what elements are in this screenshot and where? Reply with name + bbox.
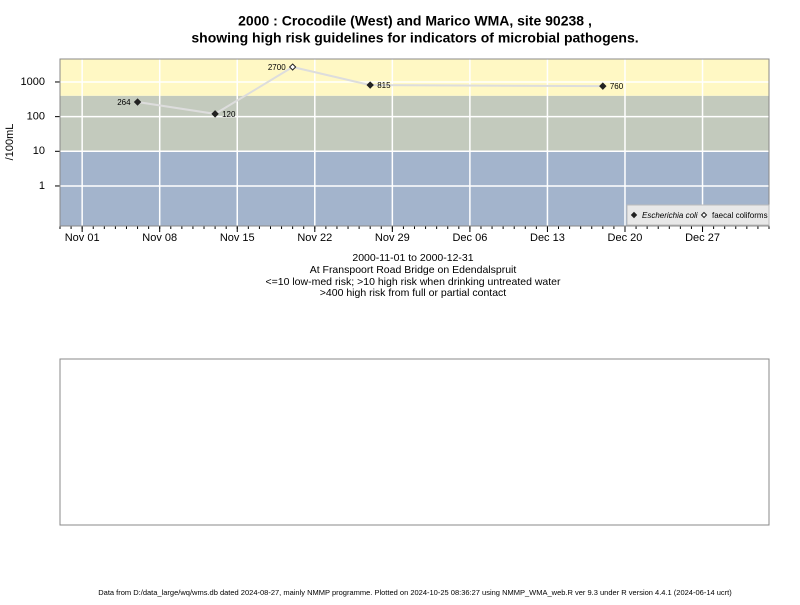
- chart-title: showing high risk guidelines for indicat…: [191, 30, 638, 46]
- y-tick-label: 100: [27, 111, 45, 123]
- data-label: 760: [610, 82, 624, 91]
- footer: Data from D:/data_large/wq/wms.db dated …: [98, 588, 732, 597]
- y-tick-label: 10: [33, 145, 45, 157]
- data-label: 120: [222, 110, 236, 119]
- subtitle: >400 high risk from full or partial cont…: [320, 287, 507, 299]
- data-label: 264: [117, 98, 131, 107]
- y-tick-label: 1000: [21, 76, 45, 88]
- data-point: [599, 82, 607, 90]
- x-tick-label: Dec 13: [530, 232, 565, 244]
- data-point: [133, 98, 142, 106]
- subtitle: 2000-11-01 to 2000-12-31: [352, 252, 473, 264]
- x-tick-label: Dec 06: [452, 232, 487, 244]
- data-point: [211, 110, 219, 118]
- x-tick-label: Dec 20: [608, 232, 643, 244]
- data-point: [288, 63, 297, 71]
- y-axis-label: /100mL: [4, 124, 16, 161]
- legend-marker: [700, 211, 708, 219]
- data-label: 815: [377, 81, 391, 90]
- x-tick-label: Nov 22: [297, 232, 332, 244]
- risk-band: [60, 95, 769, 152]
- x-tick-label: Nov 29: [375, 232, 410, 244]
- data-point: [366, 81, 374, 89]
- subtitle: At Franspoort Road Bridge on Edendalspru…: [310, 264, 517, 276]
- data-label: 2700: [268, 63, 286, 72]
- y-tick-label: 1: [39, 180, 45, 192]
- x-tick-label: Nov 01: [65, 232, 100, 244]
- chart-title: 2000 : Crocodile (West) and Marico WMA, …: [238, 13, 592, 29]
- x-tick-label: Dec 27: [685, 232, 720, 244]
- x-tick-label: Nov 15: [220, 232, 255, 244]
- legend-marker: [630, 211, 638, 219]
- plot-frame: [59, 58, 770, 227]
- x-tick-label: Nov 08: [142, 232, 177, 244]
- legend-label: Escherichia coli: [642, 211, 698, 220]
- empty-panel: [59, 358, 770, 526]
- legend-label: faecal coliforms: [712, 211, 768, 220]
- subtitle: <=10 low-med risk; >10 high risk when dr…: [265, 276, 561, 288]
- risk-band: [60, 59, 769, 96]
- legend-box: [626, 204, 770, 226]
